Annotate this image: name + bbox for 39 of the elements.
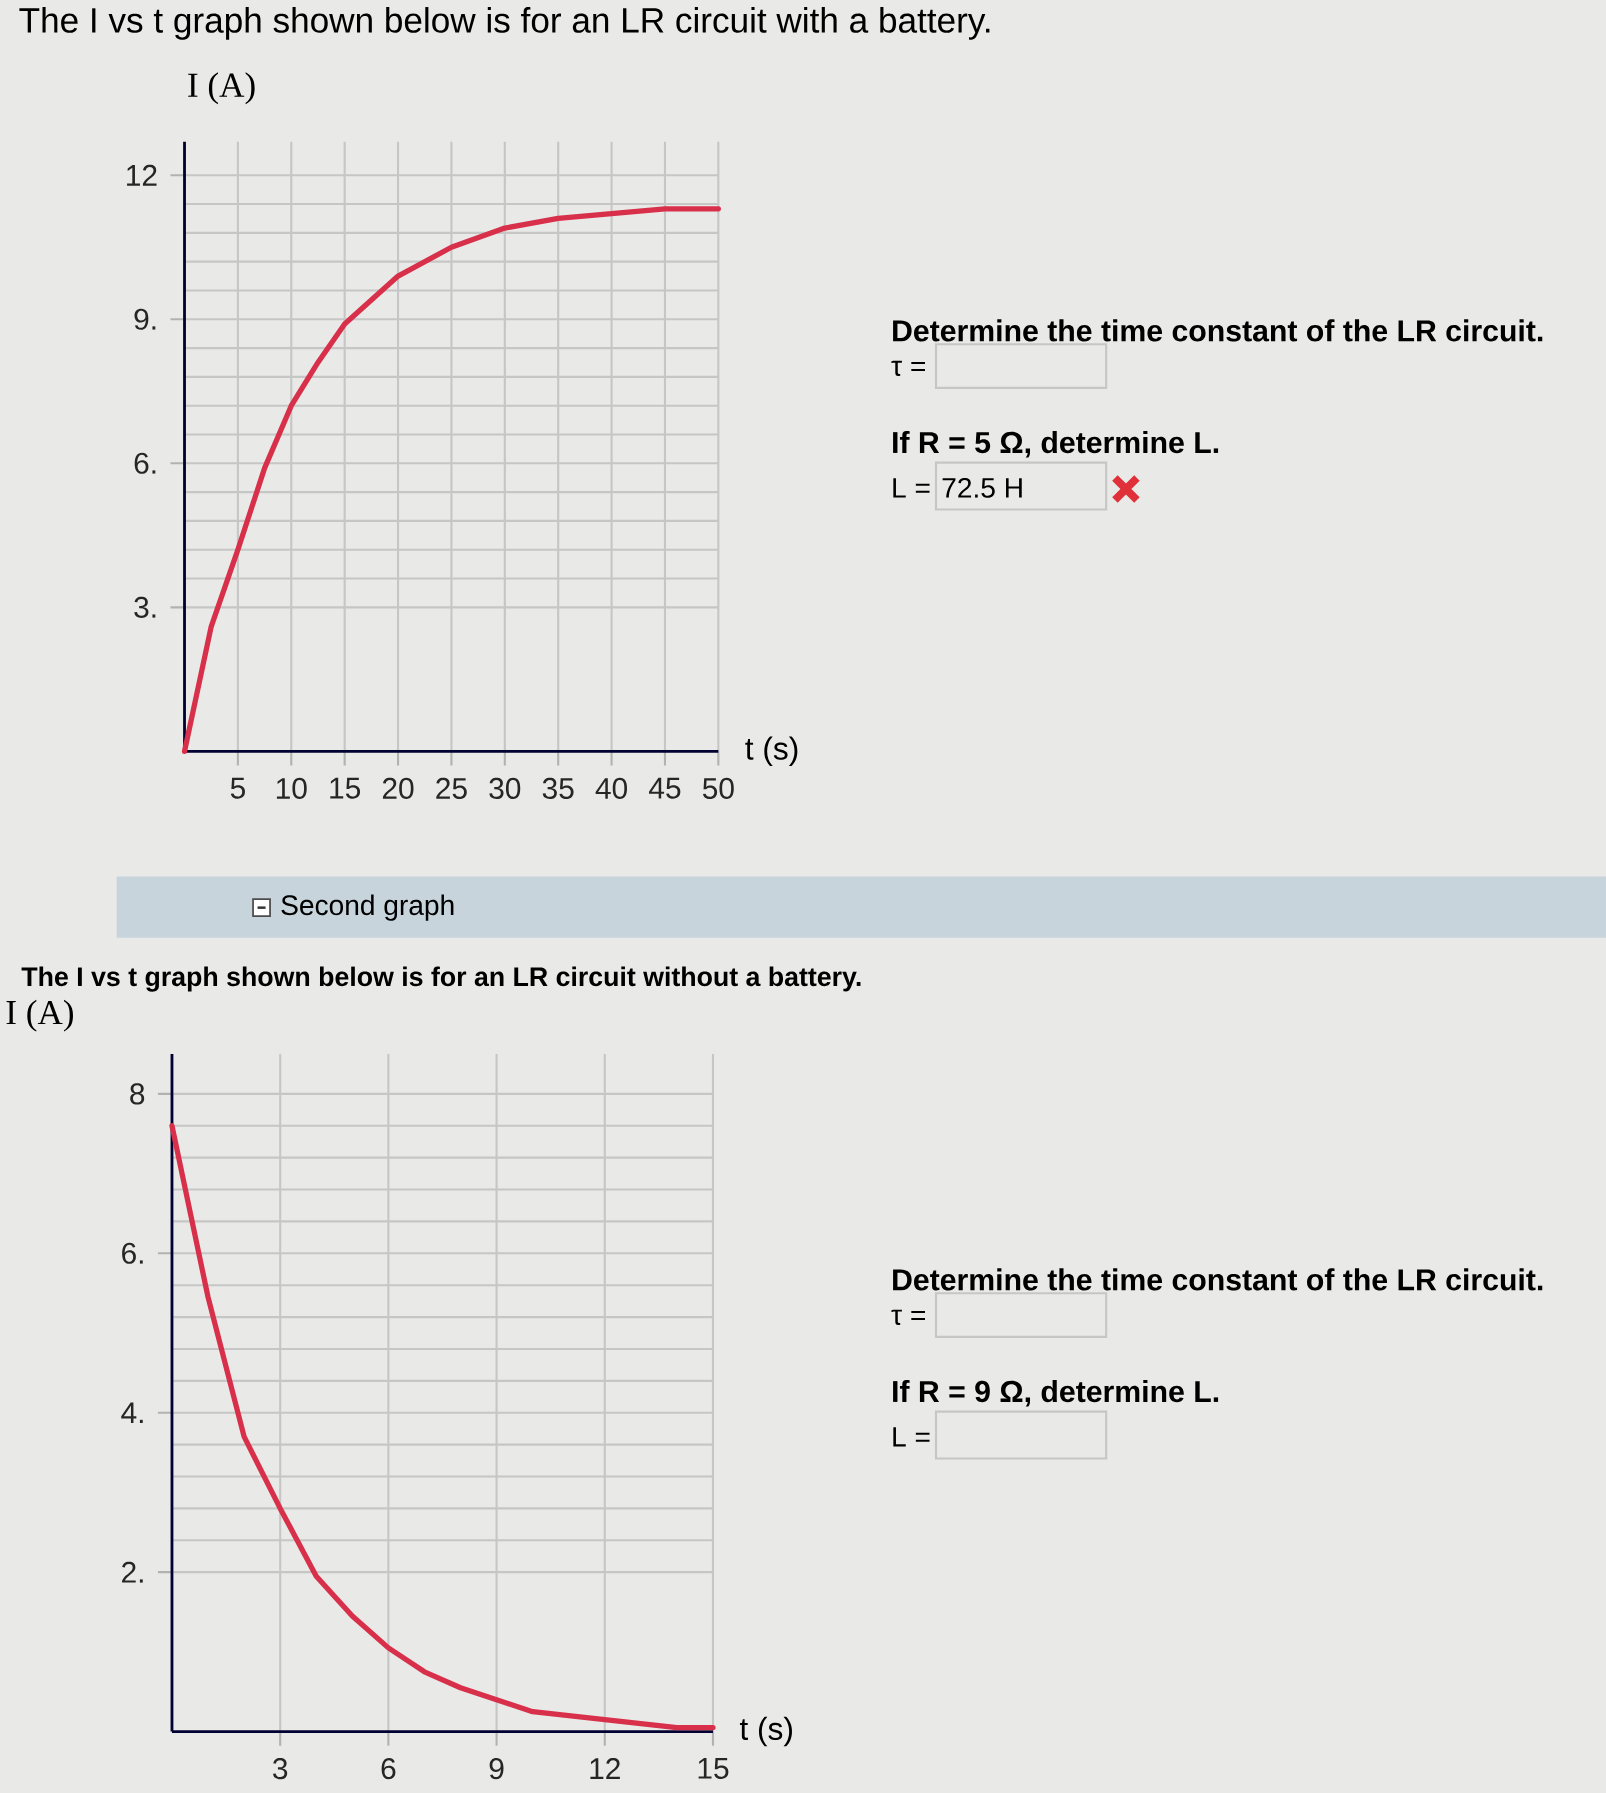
x-axis-title: t (s) [745, 736, 798, 767]
y-tick-label: 8 [130, 1083, 145, 1105]
x-tick-label: 15 [330, 777, 361, 799]
text: If R = 9 Ω, determine L. [893, 1380, 1219, 1407]
x-tick-label: 9 [489, 1758, 504, 1780]
y-tick-label: 6. [122, 1242, 143, 1264]
y-axis-title: I (A) [188, 72, 255, 105]
text: Determine the time constant of the LR circuit. [893, 319, 1543, 342]
text: τ = [891, 1309, 925, 1325]
x-tick-label: 12 [590, 1758, 620, 1779]
x-tick-label: 5 [230, 777, 245, 799]
x-tick-label: 10 [276, 777, 307, 799]
y-tick-label: 2. [122, 1561, 143, 1583]
y-tick-label: 12 [127, 164, 157, 186]
x-tick-label: 40 [595, 777, 628, 799]
text: 72.5 H [942, 477, 1022, 498]
y-axis-title: I (A) [6, 999, 73, 1032]
chart-subtitle: The I vs t graph shown below is for an LR circuit without a battery. [21, 966, 861, 992]
x-tick-label: 6 [381, 1758, 396, 1780]
y-tick-label: 4. [121, 1402, 143, 1424]
text: If R = 5 Ω, determine L. [893, 431, 1219, 458]
x-tick-label: 3 [273, 1758, 288, 1780]
x-tick-label: 35 [542, 777, 574, 799]
x-tick-label: 50 [702, 777, 734, 799]
text: L = [893, 478, 930, 498]
x-tick-label: 25 [436, 777, 467, 799]
y-tick-label: 3. [134, 596, 156, 618]
y-tick-label: 6. [134, 452, 156, 474]
x-tick-label: 20 [382, 777, 414, 799]
x-tick-label: 30 [489, 777, 521, 799]
chart-title: Second graph [281, 894, 454, 921]
chart-title: The I vs t graph shown below is for an LR circuit with a battery. [19, 7, 990, 40]
x-axis-title: t (s) [739, 1716, 792, 1747]
x-tick-label: 15 [698, 1758, 729, 1779]
x-tick-label: 45 [649, 777, 681, 799]
text: Determine the time constant of the LR circuit. [893, 1268, 1543, 1291]
text: τ = [891, 360, 925, 376]
y-tick-label: 9. [134, 308, 156, 330]
text: L = [893, 1427, 930, 1447]
